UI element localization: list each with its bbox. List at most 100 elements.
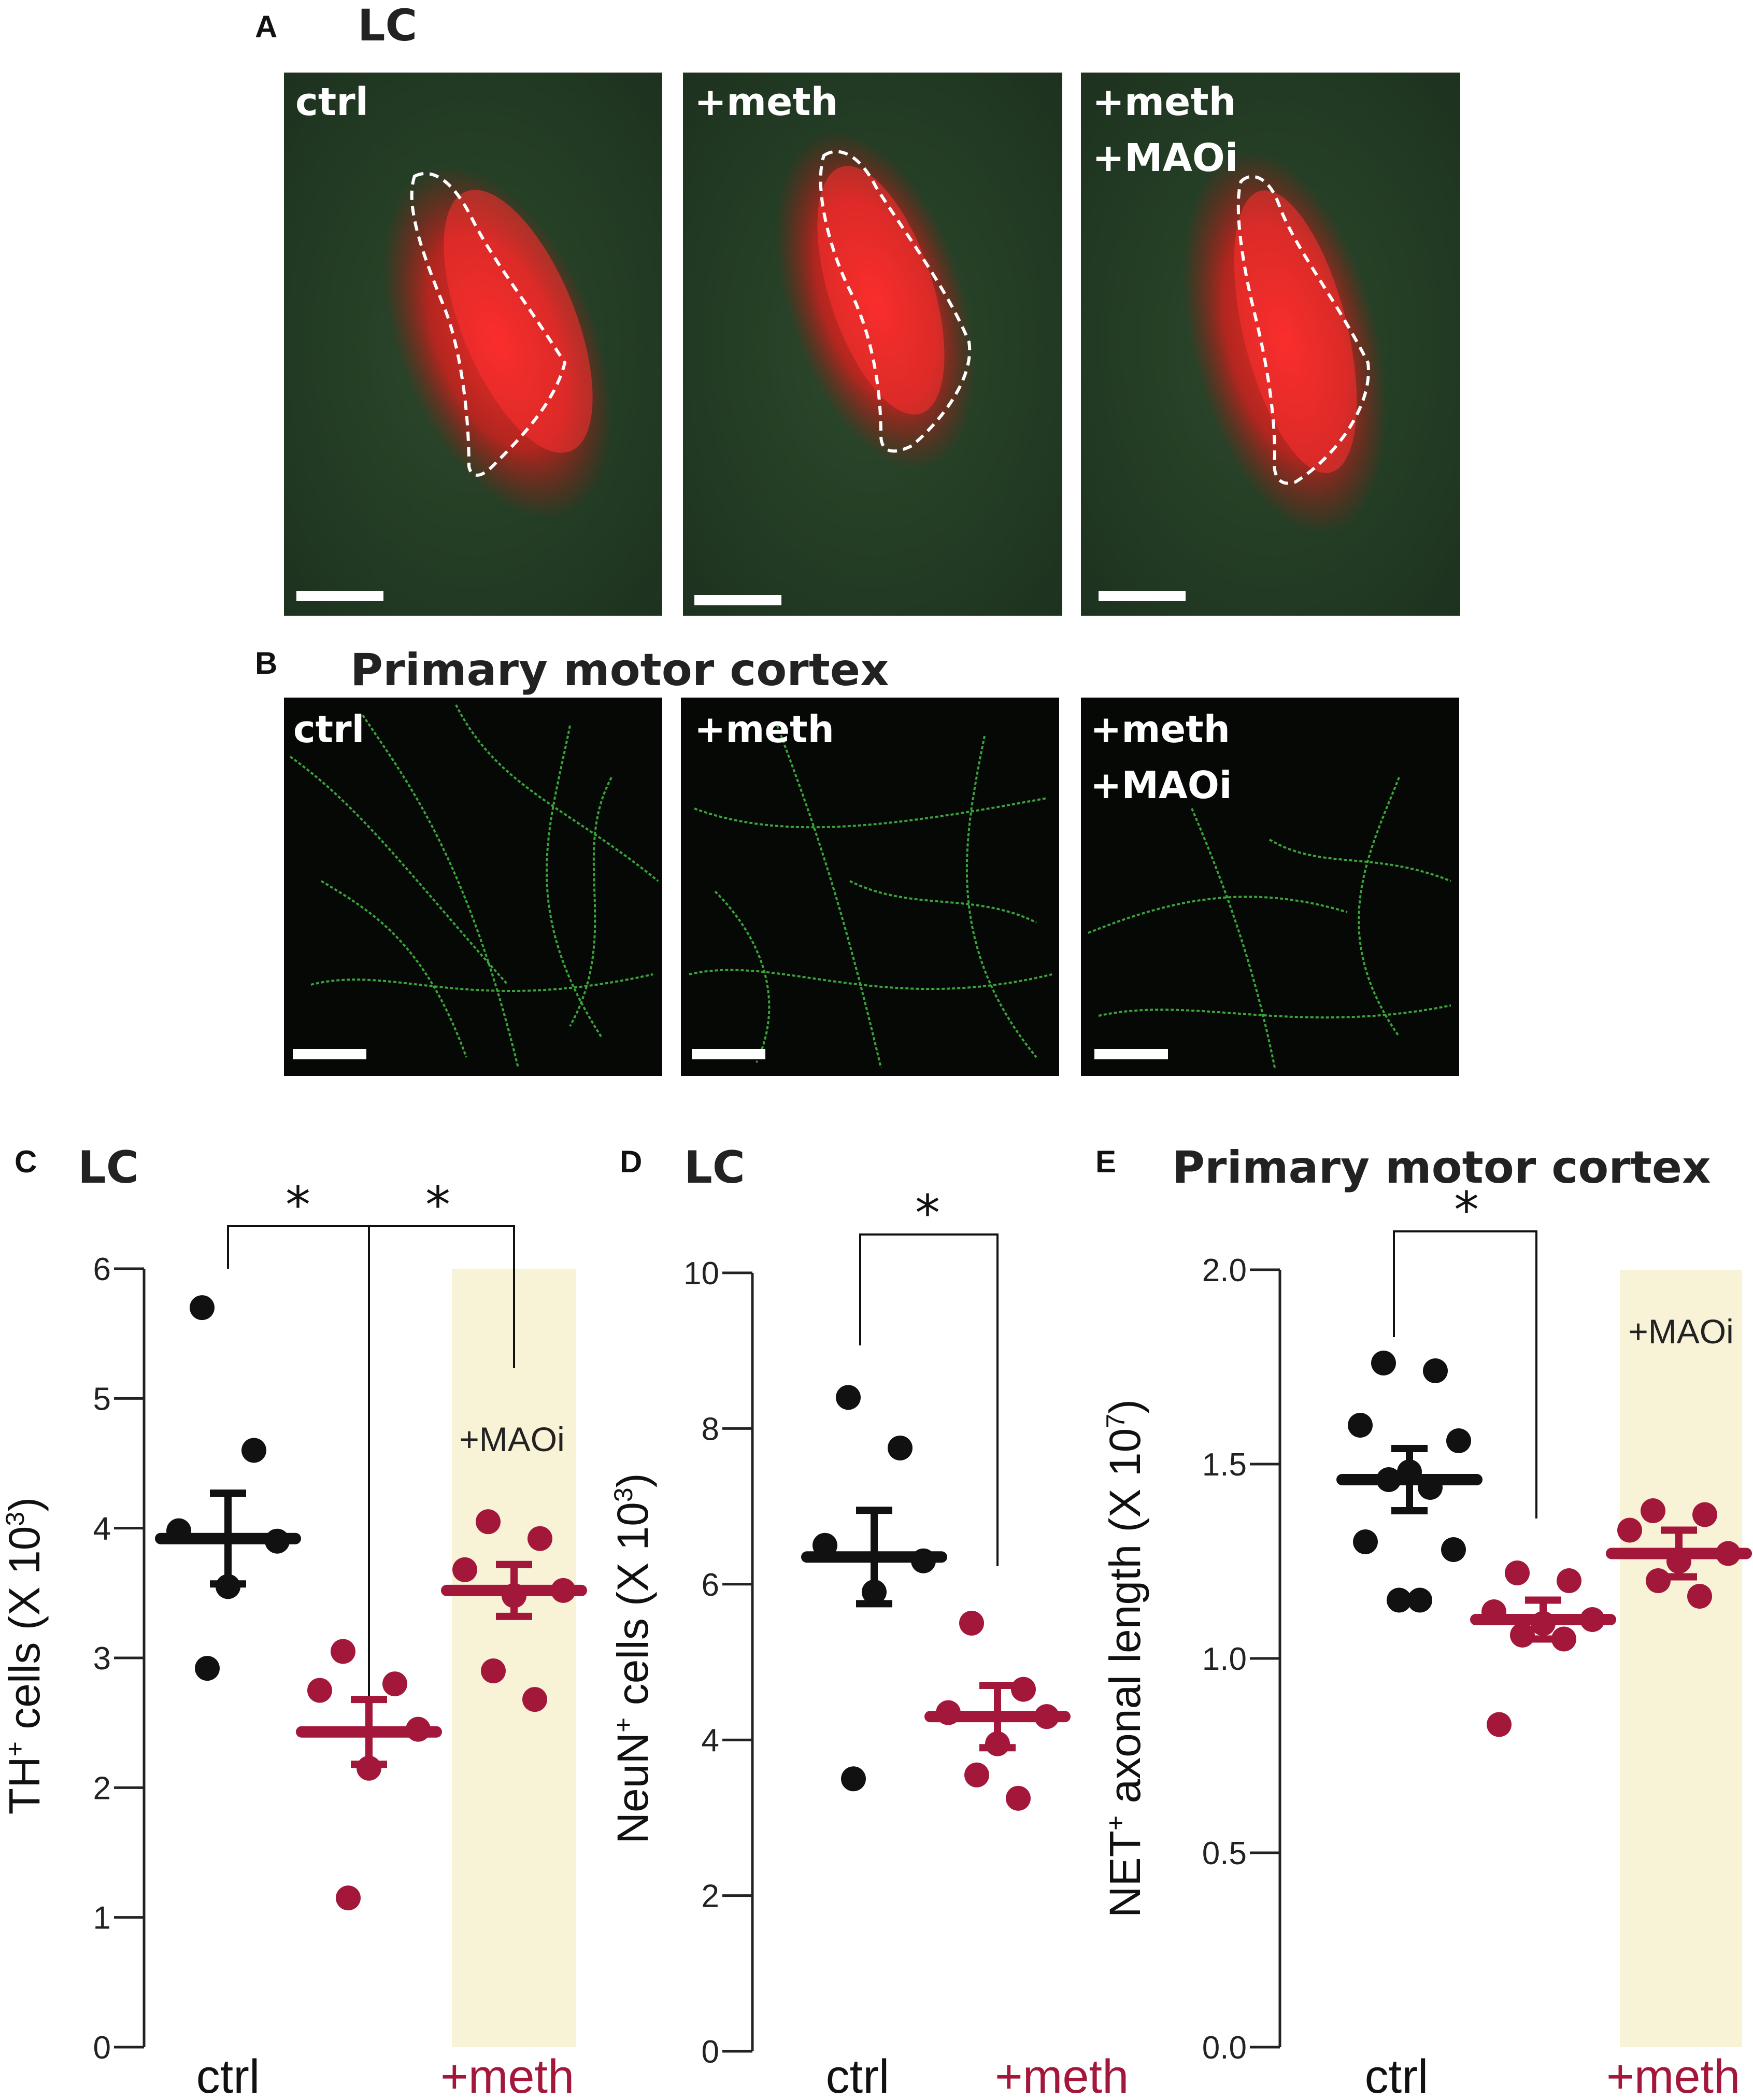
data-point bbox=[481, 1658, 506, 1684]
cortex-image-meth-maoi: +meth +MAOi bbox=[1081, 698, 1459, 1076]
y-tick-label: 6 bbox=[702, 1567, 719, 1603]
data-point bbox=[195, 1656, 220, 1681]
data-point bbox=[382, 1671, 407, 1697]
y-tick-label: 1.5 bbox=[1202, 1447, 1247, 1483]
data-point bbox=[888, 1435, 913, 1460]
data-point bbox=[331, 1639, 355, 1664]
x-category-label: ctrl bbox=[826, 2050, 890, 2100]
chart-e: +MAOi E Primary motor cortex 0.0 0.5 1.0 1.5 2.… bbox=[1095, 1142, 1752, 2100]
scale-bar bbox=[293, 1049, 366, 1059]
significance-star: * bbox=[425, 1176, 450, 1234]
maoi-band-label: +MAOi bbox=[459, 1420, 565, 1458]
data-point bbox=[1446, 1428, 1471, 1453]
scale-bar bbox=[1099, 591, 1186, 601]
data-point bbox=[522, 1687, 547, 1712]
scale-bar bbox=[694, 595, 781, 605]
data-point bbox=[959, 1610, 984, 1636]
y-axis-title: TH+ cells (X 103) bbox=[0, 1497, 49, 1814]
lc-image-meth-maoi-label-1: +meth bbox=[1092, 80, 1236, 124]
chart-title: LC bbox=[684, 1142, 745, 1194]
y-tick-label: 2 bbox=[702, 1879, 719, 1914]
data-point bbox=[1505, 1560, 1530, 1585]
data-point bbox=[307, 1678, 332, 1703]
data-point bbox=[1407, 1587, 1432, 1613]
x-category-label: ctrl bbox=[196, 2050, 260, 2100]
data-point bbox=[1348, 1413, 1373, 1438]
data-point bbox=[1006, 1785, 1031, 1811]
x-category-label: +meth bbox=[1606, 2050, 1740, 2100]
maoi-band bbox=[1620, 1270, 1742, 2047]
data-point bbox=[1557, 1568, 1581, 1593]
y-tick-label: 1.0 bbox=[1202, 1641, 1247, 1677]
data-point bbox=[241, 1438, 266, 1463]
data-point bbox=[1551, 1626, 1576, 1652]
panel-a-label: A bbox=[255, 9, 277, 44]
lc-image-meth-maoi: +meth +MAOi bbox=[1081, 73, 1460, 616]
lc-image-meth-label: +meth bbox=[694, 80, 838, 124]
data-point bbox=[964, 1762, 989, 1787]
data-point bbox=[528, 1526, 552, 1551]
data-point bbox=[1487, 1712, 1512, 1737]
data-point bbox=[1371, 1351, 1396, 1375]
y-axis-title: NeuN+ cells (X 103) bbox=[608, 1473, 657, 1843]
chart-title: Primary motor cortex bbox=[1172, 1142, 1711, 1194]
data-point bbox=[1510, 1623, 1535, 1648]
data-point bbox=[1441, 1537, 1466, 1562]
panel-a-title: LC bbox=[358, 0, 417, 51]
x-category-label: +meth bbox=[440, 2050, 574, 2100]
significance-star: * bbox=[915, 1184, 940, 1242]
chart-c: +MAOi C LC 0 1 2 3 4 5 6 TH+ cells (X 103) * * ctrl +m… bbox=[0, 1142, 587, 2100]
scale-bar bbox=[1094, 1049, 1168, 1059]
cortex-image-meth-label: +meth bbox=[694, 707, 834, 751]
lc-image-meth-maoi-label-2: +MAOi bbox=[1092, 136, 1238, 180]
y-tick-label: 5 bbox=[93, 1381, 111, 1417]
data-point bbox=[1011, 1677, 1036, 1702]
data-point bbox=[1687, 1584, 1712, 1609]
data-point bbox=[1353, 1529, 1378, 1554]
y-tick-label: 3 bbox=[93, 1641, 111, 1677]
y-axis-title: NET+ axonal length (X 107) bbox=[1101, 1399, 1149, 1918]
x-category-label: ctrl bbox=[1365, 2050, 1429, 2100]
scale-bar bbox=[692, 1049, 765, 1059]
panel-label: D bbox=[620, 1144, 642, 1179]
cortex-image-ctrl: ctrl bbox=[284, 698, 662, 1076]
y-tick-label: 10 bbox=[683, 1256, 719, 1292]
lc-image-ctrl-label: ctrl bbox=[295, 80, 368, 124]
panel-label: C bbox=[15, 1144, 37, 1179]
panel-b-label: B bbox=[255, 646, 277, 680]
y-tick-label: 0 bbox=[702, 2034, 719, 2070]
panel-label: E bbox=[1095, 1144, 1116, 1179]
y-tick-label: 0.5 bbox=[1202, 1836, 1247, 1871]
significance-star: * bbox=[1454, 1181, 1479, 1239]
cortex-image-meth: +meth bbox=[681, 698, 1059, 1076]
data-point bbox=[1692, 1502, 1717, 1527]
scale-bar bbox=[296, 591, 383, 601]
y-tick-label: 6 bbox=[93, 1252, 111, 1287]
data-point bbox=[476, 1509, 501, 1535]
data-point bbox=[1646, 1568, 1671, 1593]
data-point bbox=[1387, 1587, 1412, 1613]
panel-b-title: Primary motor cortex bbox=[350, 644, 889, 696]
data-point bbox=[1617, 1517, 1642, 1543]
lc-image-meth: +meth bbox=[683, 73, 1062, 616]
maoi-band bbox=[452, 1269, 576, 2047]
y-tick-label: 8 bbox=[702, 1411, 719, 1447]
data-point bbox=[452, 1557, 477, 1582]
data-point bbox=[836, 1385, 861, 1410]
data-point bbox=[841, 1766, 866, 1792]
x-category-label: +meth bbox=[995, 2050, 1129, 2100]
chart-title: LC bbox=[78, 1142, 139, 1194]
significance-star: * bbox=[286, 1176, 310, 1234]
chart-d: D LC 0 2 4 6 8 10 NeuN+ cells (X 103) * ctrl +meth bbox=[608, 1142, 1129, 2100]
data-point bbox=[1641, 1498, 1665, 1523]
cortex-image-meth-maoi-label-2: +MAOi bbox=[1090, 763, 1232, 807]
cortex-image-meth-maoi-label-1: +meth bbox=[1090, 707, 1230, 751]
y-tick-label: 1 bbox=[93, 1900, 111, 1936]
panel-a: A LC ctrl +meth +meth +MAOi bbox=[255, 0, 1460, 616]
cortex-image-ctrl-label: ctrl bbox=[293, 707, 364, 751]
y-tick-label: 2 bbox=[93, 1770, 111, 1806]
y-tick-label: 0 bbox=[93, 2030, 111, 2066]
lc-image-ctrl: ctrl bbox=[284, 73, 662, 616]
y-tick-label: 2.0 bbox=[1202, 1253, 1247, 1288]
